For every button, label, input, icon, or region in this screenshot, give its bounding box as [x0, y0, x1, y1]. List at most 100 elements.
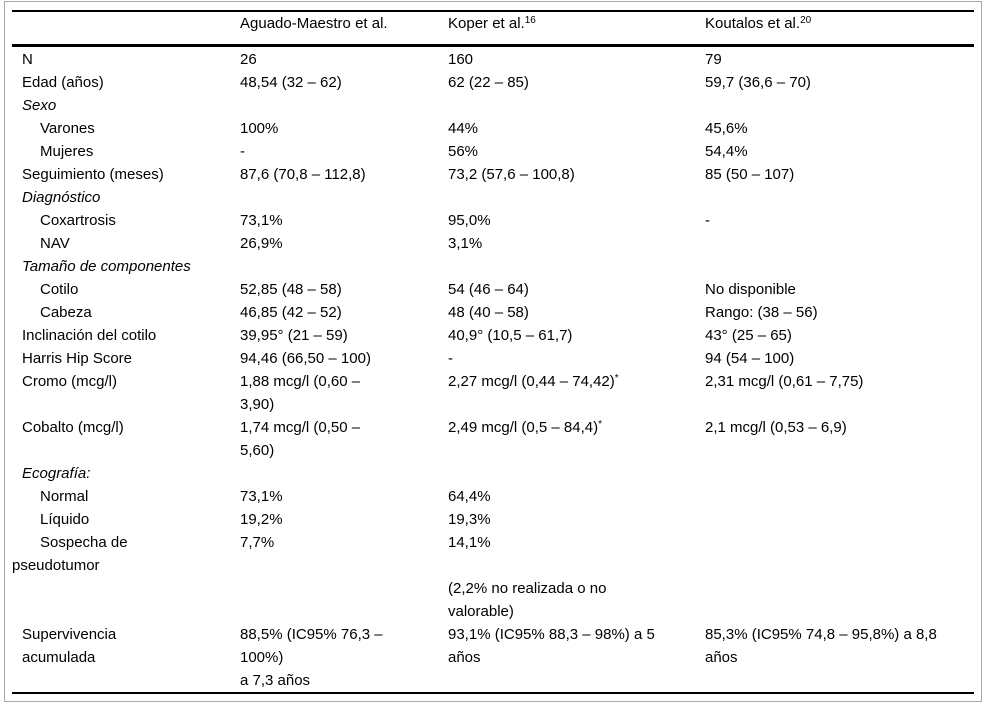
- row-value: [705, 531, 974, 577]
- row-label: Sospecha de pseudotumor: [12, 534, 128, 574]
- row-value: 2,31 mcg/l (0,61 – 7,75): [705, 373, 864, 390]
- row-value: [705, 94, 974, 117]
- row-value: [240, 255, 448, 278]
- table-frame: Aguado-Maestro et al. Koper et al.16 Kou…: [4, 1, 982, 702]
- table-row: Harris Hip Score 94,46 (66,50 – 100) - 94 (…: [12, 347, 974, 370]
- table-row: Diagnóstico: [12, 186, 974, 209]
- row-label: Líquido: [40, 511, 90, 528]
- row-value: No disponible: [705, 281, 796, 298]
- row-value: [240, 186, 448, 209]
- row-value: 93,1% (IC95% 88,3 – 98%) a 5 años: [448, 623, 705, 694]
- table-row: Líquido 19,2% 19,3%: [12, 508, 974, 531]
- row-label: NAV: [40, 235, 70, 252]
- table-row: Normal 73,1% 64,4%: [12, 485, 974, 508]
- row-label: Cotilo: [40, 281, 79, 298]
- table-row: NAV 26,9% 3,1%: [12, 232, 974, 255]
- row-value: [240, 577, 448, 623]
- row-value: 79: [705, 51, 722, 68]
- row-label: Inclinación del cotilo: [22, 327, 157, 344]
- row-value: 59,7 (36,6 – 70): [705, 74, 811, 91]
- row-value: 46,85 (42 – 52): [240, 304, 342, 321]
- row-value: 95,0%: [448, 212, 491, 229]
- row-value: 87,6 (70,8 – 112,8): [240, 166, 366, 183]
- row-value: 160: [448, 51, 474, 68]
- row-value: 43° (25 – 65): [705, 327, 792, 344]
- table-row: Ecografía:: [12, 462, 974, 485]
- row-value: 26,9%: [240, 235, 283, 252]
- row-value: 1,88 mcg/l (0,60 – 3,90): [240, 373, 361, 413]
- row-value: -: [448, 350, 453, 367]
- row-value: 2,49 mcg/l (0,5 – 84,4)*: [448, 419, 602, 436]
- table-row: Cromo (mcg/l) 1,88 mcg/l (0,60 – 3,90) 2,2…: [12, 370, 974, 416]
- row-value: [705, 485, 974, 508]
- table-header: Aguado-Maestro et al. Koper et al.16 Kou…: [12, 10, 974, 47]
- row-value: 54,4%: [705, 143, 748, 160]
- row-value: [448, 94, 705, 117]
- table-body: N 26 160 79 Edad (años) 48,54 (32 – 62) 62 (22…: [12, 46, 974, 694]
- header-text: Koper et al.: [448, 15, 525, 32]
- row-label: N: [22, 51, 33, 68]
- row-label: Normal: [40, 488, 89, 505]
- row-value: 56%: [448, 143, 479, 160]
- row-value: [448, 186, 705, 209]
- table-row: Cobalto (mcg/l) 1,74 mcg/l (0,50 – 5,60) 2…: [12, 416, 974, 462]
- row-label: [12, 577, 240, 623]
- header-superscript: 20: [800, 15, 812, 26]
- row-value: [705, 186, 974, 209]
- row-value: -: [705, 212, 710, 229]
- row-value: 40,9° (10,5 – 61,7): [448, 327, 573, 344]
- row-value: 94 (54 – 100): [705, 350, 795, 367]
- header-text: Aguado-Maestro et al.: [240, 15, 388, 32]
- row-value: 2,27 mcg/l (0,44 – 74,42)*: [448, 373, 619, 390]
- row-label: Varones: [40, 120, 95, 137]
- study-comparison-table: Aguado-Maestro et al. Koper et al.16 Kou…: [12, 10, 974, 694]
- row-value: [705, 462, 974, 485]
- row-value: 19,3%: [448, 511, 491, 528]
- row-value: 52,85 (48 – 58): [240, 281, 342, 298]
- value-superscript: *: [598, 419, 602, 430]
- row-value: 85,3% (IC95% 74,8 – 95,8%) a 8,8 años: [705, 623, 974, 694]
- row-value: 100%: [240, 120, 279, 137]
- header-row: Aguado-Maestro et al. Koper et al.16 Kou…: [12, 10, 974, 47]
- row-label: Cobalto (mcg/l): [22, 419, 124, 436]
- row-value: 7,7%: [240, 534, 275, 551]
- row-value: 48,54 (32 – 62): [240, 74, 342, 91]
- row-label: Sexo: [22, 97, 57, 114]
- table-row: Cotilo 52,85 (48 – 58) 54 (46 – 64) No disp…: [12, 278, 974, 301]
- row-value: 54 (46 – 64): [448, 281, 529, 298]
- row-label: Cabeza: [40, 304, 92, 321]
- row-value: 85 (50 – 107): [705, 166, 795, 183]
- table-row: (2,2% no realizada o no valorable): [12, 577, 974, 623]
- row-value: (2,2% no realizada o no valorable): [448, 580, 607, 620]
- row-value: 2,1 mcg/l (0,53 – 6,9): [705, 419, 847, 436]
- row-value: [705, 577, 974, 623]
- table-row: Mujeres - 56% 54,4%: [12, 140, 974, 163]
- table-row: N 26 160 79: [12, 46, 974, 72]
- table-row: Sospecha de pseudotumor 7,7% 14,1%: [12, 531, 974, 577]
- row-value: [705, 255, 974, 278]
- table-row: Inclinación del cotilo 39,95° (21 – 59) 40…: [12, 324, 974, 347]
- row-value: [705, 508, 974, 531]
- row-value: [448, 462, 705, 485]
- row-label: Mujeres: [40, 143, 94, 160]
- header-text: Koutalos et al.: [705, 15, 801, 32]
- table-row: Supervivencia acumulada 88,5% (IC95% 76,3…: [12, 623, 974, 694]
- row-value: 64,4%: [448, 488, 491, 505]
- row-value: 39,95° (21 – 59): [240, 327, 348, 344]
- row-label: Diagnóstico: [22, 189, 101, 206]
- header-cell-aguado: Aguado-Maestro et al.: [240, 10, 448, 47]
- row-label: Supervivencia acumulada: [12, 623, 240, 694]
- row-label: Cromo (mcg/l): [22, 373, 118, 390]
- row-value: 88,5% (IC95% 76,3 – 100%) a 7,3 años: [240, 623, 448, 694]
- table-row: Cabeza 46,85 (42 – 52) 48 (40 – 58) Rango: …: [12, 301, 974, 324]
- row-label: Ecografía:: [22, 465, 91, 482]
- row-value: [448, 255, 705, 278]
- row-value: 62 (22 – 85): [448, 74, 529, 91]
- value-superscript: *: [614, 373, 619, 384]
- row-value: 94,46 (66,50 – 100): [240, 350, 371, 367]
- row-label: Tamaño de componentes: [22, 258, 191, 275]
- row-value: [240, 94, 448, 117]
- header-cell-empty: [12, 10, 240, 47]
- row-value: 14,1%: [448, 534, 491, 551]
- table-row: Coxartrosis 73,1% 95,0% -: [12, 209, 974, 232]
